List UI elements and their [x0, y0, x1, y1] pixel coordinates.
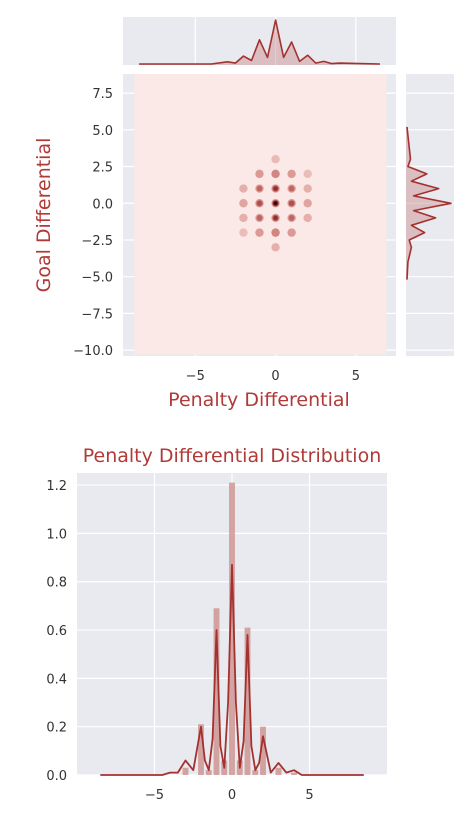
joint-x-tick-label: 0 [271, 369, 279, 384]
hist-y-tick-label: 0.0 [46, 769, 67, 784]
density-peak [271, 169, 280, 179]
histogram-title: Penalty Differential Distribution [83, 445, 382, 467]
histogram-bar [229, 482, 235, 775]
hist-x-tick-label: 0 [228, 788, 236, 803]
density-peak [287, 184, 296, 193]
histogram-bar [213, 608, 220, 775]
histogram-plot: −5 0 5 0.0 0.2 0.4 0.6 0.8 1.0 1.2 [46, 473, 387, 803]
joint-y-tick-label: 7.5 [92, 87, 113, 102]
density-peak [239, 228, 248, 237]
density-peak [239, 199, 248, 208]
histogram-kde-line [100, 563, 364, 776]
density-peak [239, 184, 248, 193]
joint-y-tick-label: 2.5 [92, 161, 113, 176]
joint-x-tick-label: 5 [352, 369, 360, 384]
right-marginal-fill [406, 126, 451, 280]
joint-kde-plot: −5 0 5 7.5 5.0 2.5 0.0 −2.5 −5.0 −7.5 −10.0 [73, 74, 396, 384]
top-marginal-line [139, 19, 380, 65]
density-peak [255, 169, 264, 179]
hist-y-tick-label: 0.2 [46, 721, 67, 736]
density-peak [271, 184, 280, 193]
joint-x-axis-label: Penalty Differential [168, 389, 350, 411]
histogram-bar [252, 770, 259, 775]
hist-y-tick-label: 1.0 [46, 527, 67, 542]
histogram-bar [198, 724, 204, 775]
hist-x-tick-label: 5 [305, 788, 313, 803]
density-peak [271, 213, 280, 223]
joint-y-tick-label: 5.0 [92, 124, 113, 139]
density-peak [255, 213, 264, 223]
density-peak [287, 169, 296, 179]
right-marginal-line [406, 126, 452, 280]
joint-x-tick-label: −5 [186, 369, 205, 384]
density-peak [303, 184, 312, 193]
density-peak [303, 199, 312, 208]
joint-y-tick-label: −2.5 [81, 234, 113, 249]
density-peak [287, 228, 296, 237]
histogram-bar [275, 767, 282, 775]
top-marginal-kde [123, 17, 396, 65]
density-peak [271, 243, 280, 252]
hist-y-tick-label: 1.2 [46, 479, 67, 494]
hist-y-tick-label: 0.8 [46, 576, 67, 591]
density-peak [271, 154, 280, 164]
joint-y-tick-label: 0.0 [92, 197, 113, 212]
hist-y-tick-label: 0.4 [46, 672, 67, 687]
density-peak [239, 213, 248, 223]
joint-y-tick-label: −7.5 [81, 307, 113, 322]
joint-y-tick-label: −5.0 [81, 271, 113, 286]
right-marginal-axes [406, 74, 454, 356]
histogram-bar [260, 726, 266, 775]
joint-y-axis-label: Goal Differential [33, 138, 55, 293]
histogram-bar [291, 772, 297, 775]
hist-y-tick-label: 0.6 [46, 624, 67, 639]
right-marginal-kde [406, 74, 454, 356]
top-marginal-fill [139, 20, 380, 65]
density-peak [303, 169, 312, 179]
density-peak [303, 213, 312, 223]
hist-x-tick-label: −5 [145, 788, 164, 803]
density-peak [255, 199, 264, 208]
density-peak [255, 228, 264, 237]
joint-y-tick-label: −10.0 [73, 344, 113, 359]
density-peak [287, 199, 296, 208]
histogram-bar [182, 767, 189, 775]
density-peak [287, 213, 296, 223]
histogram-bar [244, 627, 251, 775]
histogram-bar [205, 770, 212, 775]
density-peak [255, 184, 264, 193]
density-peak [271, 199, 280, 208]
density-peak [271, 228, 280, 237]
